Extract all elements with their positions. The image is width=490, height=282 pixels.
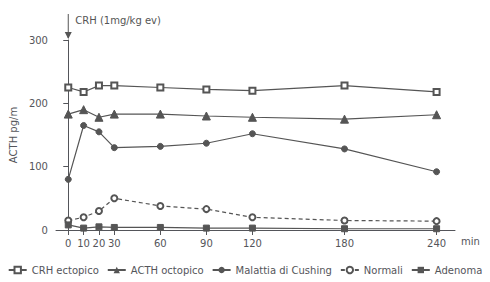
svg-text:30: 30 [108, 238, 121, 249]
svg-text:ACTH octopico: ACTH octopico [131, 265, 204, 276]
svg-text:60: 60 [154, 238, 167, 249]
svg-text:200: 200 [29, 98, 48, 109]
svg-text:0: 0 [65, 238, 71, 249]
svg-text:CRH (1mg/kg ev): CRH (1mg/kg ev) [75, 15, 161, 26]
svg-text:CRH ectopico: CRH ectopico [32, 265, 99, 276]
svg-text:180: 180 [335, 238, 354, 249]
svg-text:min: min [461, 236, 480, 247]
svg-text:120: 120 [243, 238, 262, 249]
svg-text:10: 10 [77, 238, 90, 249]
svg-text:0: 0 [42, 225, 48, 236]
svg-text:ACTH pg/m: ACTH pg/m [8, 107, 19, 163]
svg-text:Adenoma: Adenoma [435, 265, 483, 276]
svg-text:Malattia di Cushing: Malattia di Cushing [236, 265, 332, 276]
svg-text:20: 20 [93, 238, 106, 249]
svg-text:90: 90 [200, 238, 213, 249]
svg-text:Normali: Normali [364, 265, 403, 276]
svg-text:100: 100 [29, 161, 48, 172]
svg-text:300: 300 [29, 35, 48, 46]
svg-text:240: 240 [427, 238, 446, 249]
